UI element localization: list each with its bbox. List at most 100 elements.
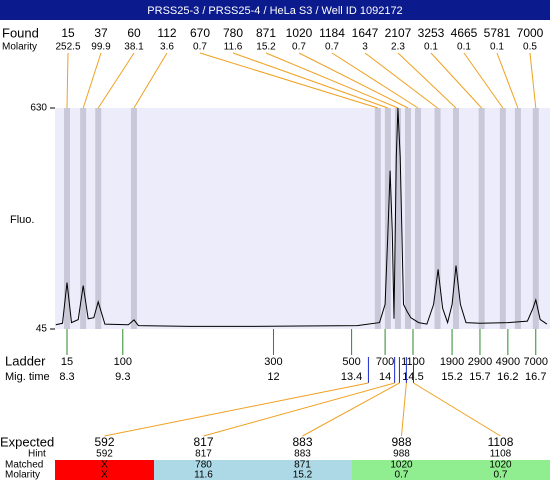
ladder-time: 14 <box>379 371 391 383</box>
peak-connector <box>463 52 504 109</box>
ladder-time: 13.4 <box>341 371 362 383</box>
found-molarity: 15.2 <box>256 42 276 53</box>
expected-size: 1108 <box>488 435 514 449</box>
expected-connector <box>302 382 400 437</box>
expected-size: 988 <box>391 435 411 449</box>
ladder-time: 12 <box>267 371 279 383</box>
found-size: 5781 <box>484 26 511 40</box>
found-size: 15 <box>61 26 75 40</box>
found-size: 112 <box>157 26 176 40</box>
expected-connector <box>104 382 369 437</box>
found-size: 780 <box>223 26 243 40</box>
peak-connector <box>364 52 438 109</box>
plot-area <box>55 108 550 329</box>
found-molarity: 2.3 <box>391 42 405 53</box>
matched-size: X <box>101 460 108 471</box>
matched-size: 1020 <box>489 460 512 471</box>
header-bar <box>0 0 550 20</box>
expected-size: 817 <box>193 435 213 449</box>
peak-connector <box>66 52 69 109</box>
ladder-size: 700 <box>376 356 394 368</box>
peak-connector <box>232 52 389 109</box>
peak-band <box>452 108 459 329</box>
peak-band <box>499 108 506 329</box>
peak-connector <box>97 52 135 109</box>
peak-band <box>478 108 485 329</box>
peak-band <box>394 108 401 329</box>
found-molarity: 0.1 <box>457 42 471 53</box>
ladder-size: 4900 <box>496 356 520 368</box>
found-molarity: 0.1 <box>424 42 438 53</box>
trace <box>55 107 548 327</box>
ladder-time: 16.7 <box>525 371 546 383</box>
peak-band <box>63 108 70 329</box>
found-molarity: 0.5 <box>523 42 537 53</box>
peak-connector <box>265 52 399 109</box>
ladder-size: 100 <box>114 356 132 368</box>
hint-size: 1108 <box>490 449 512 460</box>
found-molarity: 99.9 <box>91 42 111 53</box>
peak-band <box>415 108 422 329</box>
peak-band <box>95 108 102 329</box>
ladder-time: 14.5 <box>402 371 423 383</box>
hint-label: Hint <box>28 449 46 460</box>
hint-size: 817 <box>195 449 212 460</box>
peak-connector <box>331 52 419 109</box>
peak-band <box>374 108 381 329</box>
hint-size: 592 <box>96 449 113 460</box>
hint-size: 988 <box>393 449 410 460</box>
ladder-size: 500 <box>342 356 360 368</box>
peak-band <box>514 108 521 329</box>
ladder-size: 1900 <box>440 356 464 368</box>
y-tick-label: 630 <box>30 103 47 114</box>
matched-molarity: 11.6 <box>194 470 213 480</box>
found-size: 2107 <box>385 26 412 40</box>
ladder-size: 15 <box>61 356 73 368</box>
expected-label: Expected <box>0 434 54 449</box>
matched-molarity: 0.7 <box>395 470 409 480</box>
found-molarity: 0.7 <box>325 42 339 53</box>
found-size: 4665 <box>451 26 478 40</box>
matched-size: 871 <box>294 460 311 471</box>
found-molarity: 0.1 <box>490 42 504 53</box>
found-size: 60 <box>127 26 141 40</box>
peak-band <box>434 108 441 329</box>
match-cell <box>55 460 154 480</box>
found-molarity: 0.7 <box>292 42 306 53</box>
expected-size: 592 <box>94 435 114 449</box>
peak-band <box>532 108 539 329</box>
peak-connector <box>133 52 168 109</box>
found-molarity: 252.5 <box>55 42 80 53</box>
match-cell <box>154 460 253 480</box>
ladder-time: 15.2 <box>441 371 462 383</box>
ladder-size: 7000 <box>524 356 548 368</box>
ladder-time: 16.2 <box>497 371 518 383</box>
found-size: 3253 <box>418 26 445 40</box>
match-cell <box>451 460 550 480</box>
found-size: 37 <box>94 26 108 40</box>
peak-connector <box>496 52 519 109</box>
peak-connector <box>298 52 409 109</box>
match-cell <box>253 460 352 480</box>
matched-size: 1020 <box>390 460 413 471</box>
expected-connector <box>203 382 395 437</box>
peak-band <box>130 108 137 329</box>
matched-molarity: X <box>101 470 108 480</box>
found-molarity: 3 <box>362 42 368 53</box>
found-molarity: 0.7 <box>193 42 207 53</box>
ladder-size: 2900 <box>468 356 492 368</box>
matched-molarity: 0.7 <box>494 470 508 480</box>
peak-band <box>404 108 411 329</box>
peak-connector <box>199 52 378 109</box>
found-size: 670 <box>190 26 210 40</box>
found-size: 7000 <box>517 26 544 40</box>
expected-connector <box>413 382 501 437</box>
matched-molarity: 15.2 <box>293 470 313 480</box>
peak-connector <box>82 52 102 109</box>
ladder-size: 300 <box>264 356 282 368</box>
found-molarity: 38.1 <box>124 42 144 53</box>
y-tick-label: 45 <box>36 324 48 335</box>
y-axis-label: Fluo. <box>10 214 34 226</box>
ladder-time: 15.7 <box>469 371 490 383</box>
